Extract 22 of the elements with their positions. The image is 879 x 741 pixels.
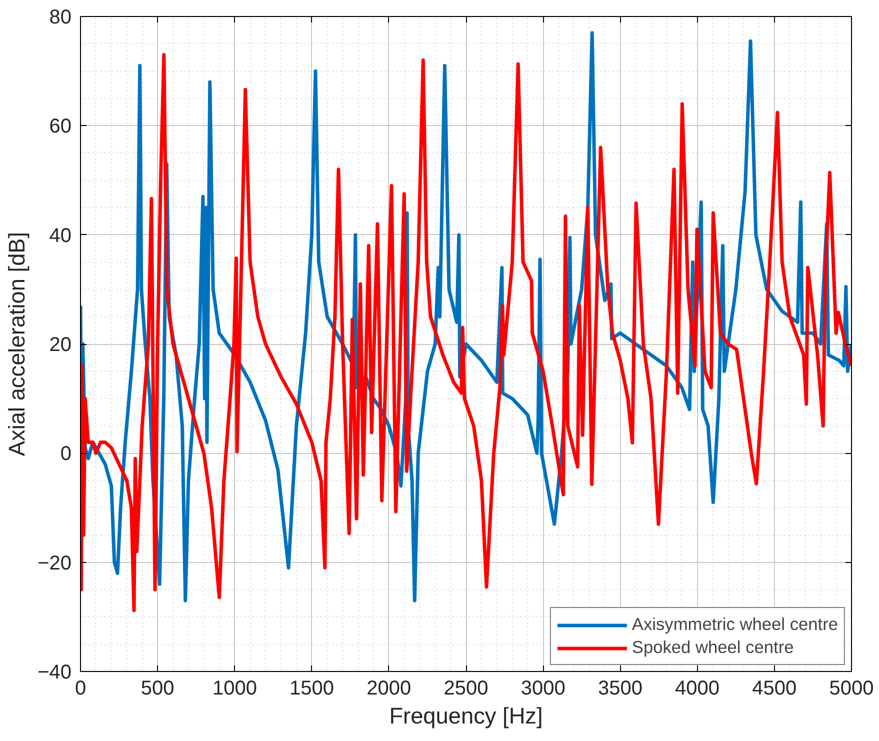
legend-label: Spoked wheel centre [632,637,794,658]
legend-label: Axisymmetric wheel centre [632,614,838,635]
x-tick-label: 3000 [520,678,566,700]
x-tick-label: 500 [140,678,174,700]
y-axis-title: Axial acceleration [dB] [4,232,30,456]
x-tick-label: 0 [74,678,86,700]
y-tick-label: 0 [60,443,72,466]
y-tick-label: 40 [49,224,72,247]
x-tick-label: 2000 [366,678,412,700]
x-tick-label: 1000 [212,678,257,700]
x-tick-label: 3500 [598,678,642,700]
x-tick-label: 1500 [290,678,334,700]
y-tick-label: 80 [49,6,72,28]
x-tick-label: 2500 [444,678,488,700]
y-tick-label: 60 [49,116,72,138]
x-tick-label: 5000 [829,678,874,700]
y-tick-label: 20 [49,334,72,356]
y-tick-label: −40 [38,662,72,684]
x-axis-title: Frequency [Hz] [389,702,543,728]
y-tick-label: −20 [38,552,72,574]
x-tick-label: 4500 [752,678,797,700]
x-tick-label: 4000 [675,678,720,700]
